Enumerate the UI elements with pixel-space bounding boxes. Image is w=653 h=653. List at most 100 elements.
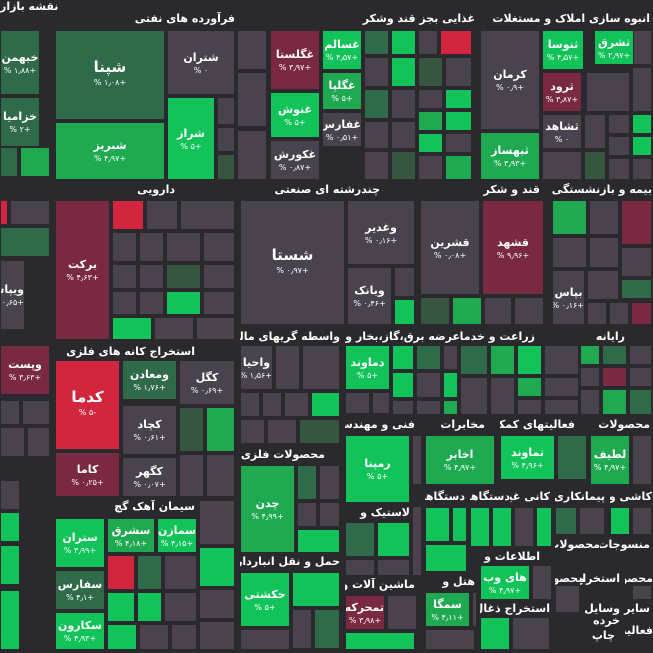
tile-block[interactable] (203, 264, 235, 289)
sector-header[interactable]: محصول (555, 572, 585, 585)
ticker-tile[interactable]: کگهر +۰٫۰۷ % (122, 457, 177, 497)
tile-block[interactable] (632, 507, 652, 535)
tile-block[interactable] (440, 30, 472, 55)
tile-block[interactable] (237, 30, 267, 70)
tile-block[interactable] (602, 389, 627, 415)
tile-block[interactable] (629, 345, 652, 365)
tile-block[interactable] (392, 400, 414, 415)
tile-block[interactable] (517, 345, 542, 375)
sector-header[interactable]: فرآورده های نفتی (134, 12, 235, 25)
tile-block[interactable] (418, 111, 443, 131)
sector-header[interactable]: دارویی (137, 183, 175, 196)
tile-block[interactable] (392, 372, 414, 398)
tile-block[interactable] (470, 507, 490, 547)
tile-block[interactable] (392, 345, 414, 370)
tile-block[interactable] (262, 392, 282, 417)
ticker-tile[interactable]: شتران ۰ % (167, 30, 235, 95)
tile-block[interactable] (412, 435, 422, 485)
tile-block[interactable] (602, 367, 627, 387)
tile-block[interactable] (345, 522, 375, 557)
sector-header[interactable]: رایانه (595, 330, 625, 343)
ticker-tile[interactable]: خزامیا +۲ % (0, 97, 40, 147)
tile-block[interactable] (112, 291, 137, 315)
ticker-tile[interactable]: رمپنا +۵ % (345, 435, 410, 503)
sector-header[interactable]: دستگاههای (425, 490, 465, 503)
tile-block[interactable] (297, 465, 317, 500)
tile-block[interactable] (217, 154, 235, 180)
tile-block[interactable] (418, 57, 443, 87)
ticker-tile[interactable]: غنوش +۵ % (270, 92, 320, 138)
ticker-tile[interactable]: خبهمن +۱٫۸۸ % (0, 30, 40, 95)
tile-block[interactable] (632, 67, 652, 112)
tile-block[interactable] (632, 585, 652, 600)
ticker-tile[interactable]: سمگا +۴٫۱۱ % (425, 592, 470, 627)
tile-block[interactable] (608, 114, 630, 134)
sector-header[interactable]: انبوه سازی املاک و مستغلات (492, 12, 650, 25)
tile-block[interactable] (445, 133, 472, 153)
tile-block[interactable] (602, 345, 627, 365)
sector-header[interactable]: محصولات (598, 418, 650, 431)
tile-block[interactable] (416, 345, 441, 370)
tile-block[interactable] (452, 297, 482, 325)
tile-block[interactable] (0, 590, 20, 650)
ticker-tile[interactable]: سکارون +۴٫۹۳ % (55, 612, 105, 650)
tile-block[interactable] (199, 621, 235, 650)
tile-block[interactable] (394, 299, 415, 325)
tile-block[interactable] (139, 624, 169, 650)
tile-block[interactable] (580, 389, 600, 415)
tile-block[interactable] (345, 632, 415, 650)
ticker-tile[interactable]: قشرین +۰٫۰۸ % (420, 200, 480, 295)
tile-block[interactable] (621, 279, 652, 299)
tile-block[interactable] (418, 133, 443, 153)
ticker-tile[interactable]: تمحرکه +۳٫۹۸ % (345, 595, 385, 630)
ticker-tile[interactable]: کچاد +۰٫۶۱ % (122, 405, 177, 455)
tile-block[interactable] (484, 297, 512, 325)
tile-block[interactable] (180, 200, 235, 230)
tile-block[interactable] (107, 592, 135, 622)
ticker-tile[interactable]: غکورش +۰٫۸۷ % (270, 140, 320, 180)
tile-block[interactable] (27, 427, 50, 457)
ticker-tile[interactable]: غفارس +۰٫۵۱ % (322, 112, 362, 147)
tile-block[interactable] (610, 507, 630, 535)
tile-block[interactable] (364, 151, 389, 180)
tile-block[interactable] (240, 419, 265, 444)
ticker-tile[interactable]: ثشاهد ۰ % (542, 114, 582, 149)
tile-block[interactable] (292, 609, 312, 649)
ticker-tile[interactable]: اخابر +۴٫۹۷ % (425, 435, 495, 485)
tile-block[interactable] (22, 400, 50, 425)
tile-block[interactable] (544, 345, 579, 375)
tile-block[interactable] (139, 232, 164, 262)
tile-block[interactable] (632, 136, 652, 156)
tile-block[interactable] (391, 89, 416, 119)
tile-block[interactable] (632, 30, 652, 65)
tile-block[interactable] (512, 617, 550, 650)
sector-header[interactable]: استخراج کانه های فلزی (66, 345, 195, 358)
tile-block[interactable] (0, 512, 20, 542)
ticker-tile[interactable]: سمازن +۴٫۱۵ % (157, 518, 197, 553)
tile-block[interactable] (587, 302, 607, 325)
tile-block[interactable] (319, 502, 340, 527)
tile-block[interactable] (314, 609, 340, 649)
sector-header[interactable]: ماشین آلات و (345, 578, 415, 591)
sector-header[interactable]: لاستیک و (360, 506, 410, 519)
tile-block[interactable] (631, 302, 652, 325)
tile-block[interactable] (460, 345, 488, 375)
tile-block[interactable] (480, 617, 510, 650)
sector-header[interactable]: وسایل (585, 602, 620, 615)
tile-block[interactable] (199, 547, 235, 587)
ticker-tile[interactable]: ویپاس +۰٫۶۵ % (0, 260, 25, 330)
tile-block[interactable] (166, 291, 201, 315)
tile-block[interactable] (345, 392, 370, 414)
tile-block[interactable] (445, 155, 472, 180)
ticker-tile[interactable]: کدما -۵ % (55, 360, 120, 450)
tile-block[interactable] (292, 572, 340, 607)
tile-block[interactable] (391, 151, 416, 180)
tile-block[interactable] (372, 392, 390, 414)
tile-block[interactable] (10, 200, 50, 225)
tile-block[interactable] (206, 454, 235, 497)
tile-block[interactable] (394, 267, 415, 297)
tile-block[interactable] (586, 72, 630, 112)
ticker-tile[interactable]: برکت +۴٫۶۳ % (55, 200, 110, 340)
ticker-tile[interactable]: شستا +۰٫۹۷ % (240, 200, 345, 325)
tile-block[interactable] (311, 392, 340, 417)
